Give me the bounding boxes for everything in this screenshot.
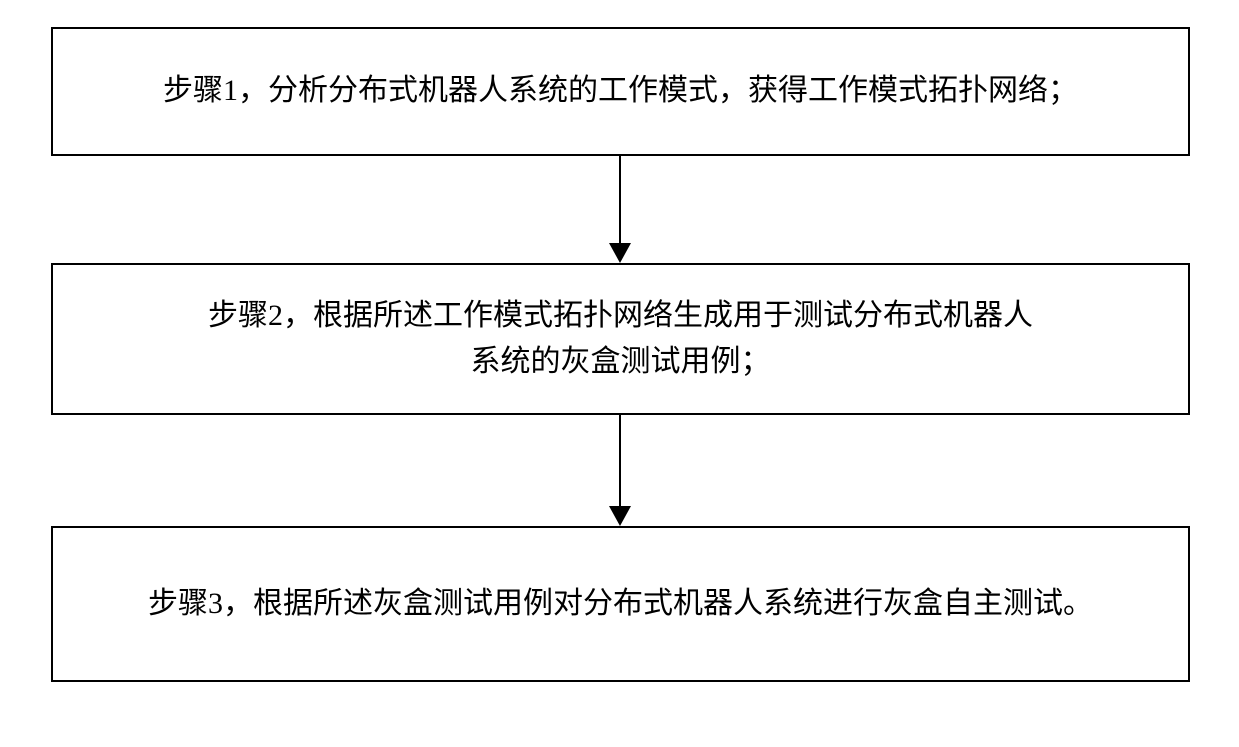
- flowchart-node-step1-text: 步骤1，分析分布式机器人系统的工作模式，获得工作模式拓扑网络；: [163, 68, 1078, 115]
- flowchart-arrow-1-shaft: [619, 156, 621, 243]
- flowchart-canvas: 步骤1，分析分布式机器人系统的工作模式，获得工作模式拓扑网络； 步骤2，根据所述…: [0, 0, 1239, 747]
- flowchart-node-step2: 步骤2，根据所述工作模式拓扑网络生成用于测试分布式机器人 系统的灰盒测试用例；: [51, 263, 1190, 415]
- flowchart-node-step1: 步骤1，分析分布式机器人系统的工作模式，获得工作模式拓扑网络；: [51, 27, 1190, 156]
- flowchart-node-step3-text: 步骤3，根据所述灰盒测试用例对分布式机器人系统进行灰盒自主测试。: [148, 581, 1093, 628]
- flowchart-node-step2-text: 步骤2，根据所述工作模式拓扑网络生成用于测试分布式机器人 系统的灰盒测试用例；: [208, 293, 1033, 386]
- flowchart-arrow-2-shaft: [619, 415, 621, 506]
- flowchart-node-step3: 步骤3，根据所述灰盒测试用例对分布式机器人系统进行灰盒自主测试。: [51, 526, 1190, 682]
- flowchart-arrow-2-head-icon: [609, 506, 631, 526]
- flowchart-arrow-1-head-icon: [609, 243, 631, 263]
